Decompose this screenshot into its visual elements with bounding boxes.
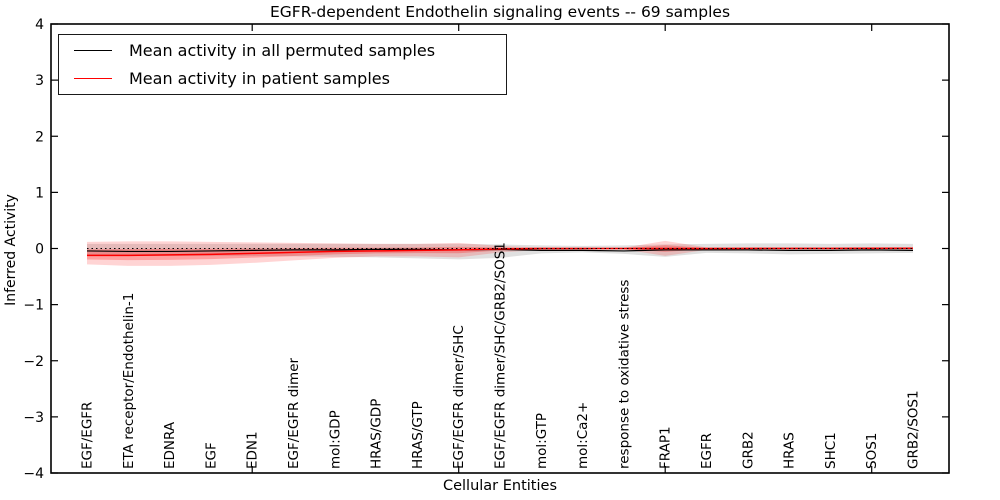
legend-box: Mean activity in all permuted samples Me… [58, 34, 507, 95]
legend-item-patient: Mean activity in patient samples [59, 69, 506, 89]
patient-sample-range-band [87, 240, 913, 266]
y-tick-label: 2 [35, 129, 44, 145]
y-tick-label: −3 [23, 410, 44, 426]
permuted-sample-range-band [87, 243, 913, 260]
chart-title: EGFR-dependent Endothelin signaling even… [269, 3, 731, 21]
entity-tick-label: EGF/EGFR dimer/SHC [451, 325, 467, 469]
y-tick-label: 4 [35, 17, 44, 33]
entity-tick-label: HRAS [782, 432, 798, 469]
y-tick-label: 1 [35, 185, 44, 201]
entity-tick-label: EGF [203, 442, 219, 469]
entity-tick-label: mol:Ca2+ [575, 402, 591, 469]
patient-mean-line [87, 247, 913, 257]
y-tick-label: −2 [23, 354, 44, 370]
entity-tick-label: HRAS/GTP [410, 401, 426, 469]
x-axis-label: Cellular Entities [442, 478, 558, 494]
entity-tick-label: EGF/EGFR dimer [286, 357, 302, 469]
legend-label-patient: Mean activity in patient samples [129, 68, 390, 88]
y-tick-label: 3 [35, 73, 44, 89]
patient-line-sample-icon [74, 78, 112, 79]
entity-tick-label: mol:GTP [534, 413, 550, 469]
entity-tick-label: mol:GDP [327, 410, 343, 469]
entity-tick-label: response to oxidative stress [616, 280, 632, 469]
entity-tick-label: SHC1 [823, 432, 839, 469]
y-tick-label: −1 [23, 298, 44, 314]
legend-item-permuted: Mean activity in all permuted samples [59, 41, 506, 61]
y-tick-label: 0 [35, 242, 44, 258]
entity-tick-label: FRAP1 [658, 426, 674, 469]
entity-tick-label: SOS1 [864, 433, 880, 469]
entity-tick-label: HRAS/GDP [369, 399, 385, 469]
entity-tick-label: ETA receptor/Endothelin-1 [121, 293, 137, 469]
entity-tick-label: EDN1 [245, 431, 261, 469]
entity-tick-label: EGFR [699, 433, 715, 469]
y-axis-label: Inferred Activity [3, 194, 19, 306]
entity-tick-label: GRB2/SOS1 [906, 390, 922, 469]
y-tick-label: −4 [23, 466, 44, 482]
entity-tick-label: EGF/EGFR [80, 402, 96, 469]
permuted-line-sample-icon [74, 50, 112, 51]
entity-tick-label: EGF/EGFR dimer/SHC/GRB2/SOS1 [493, 242, 509, 469]
entity-tick-label: EDNRA [162, 421, 178, 469]
entity-tick-label: GRB2 [740, 431, 756, 469]
legend-label-permuted: Mean activity in all permuted samples [129, 40, 436, 60]
